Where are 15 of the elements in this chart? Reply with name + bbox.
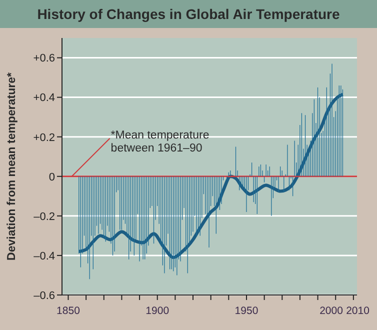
annotation: *Mean temperature between 1961–90 — [110, 129, 210, 154]
y-tick-label: +0.4 — [33, 92, 55, 104]
y-tick-label: –0.2 — [34, 210, 55, 223]
chart-title: History of Changes in Global Air Temperature — [0, 0, 377, 28]
y-axis-title: Deviation from mean temperature* — [6, 72, 18, 260]
y-tick-label: +0.2 — [33, 132, 55, 144]
y-tick-label: +0.6 — [33, 52, 55, 65]
x-tick-label: 2000 — [320, 305, 344, 317]
x-tick-label: 1900 — [146, 305, 170, 317]
x-tick-label: 1950 — [234, 305, 258, 317]
x-tick-label: 2010 — [346, 305, 370, 317]
y-tick-label: 0 — [48, 171, 55, 184]
y-tick-label: –0.6 — [34, 290, 55, 302]
x-tick-label: 1850 — [56, 305, 80, 317]
y-tick-label: –0.4 — [34, 250, 55, 262]
